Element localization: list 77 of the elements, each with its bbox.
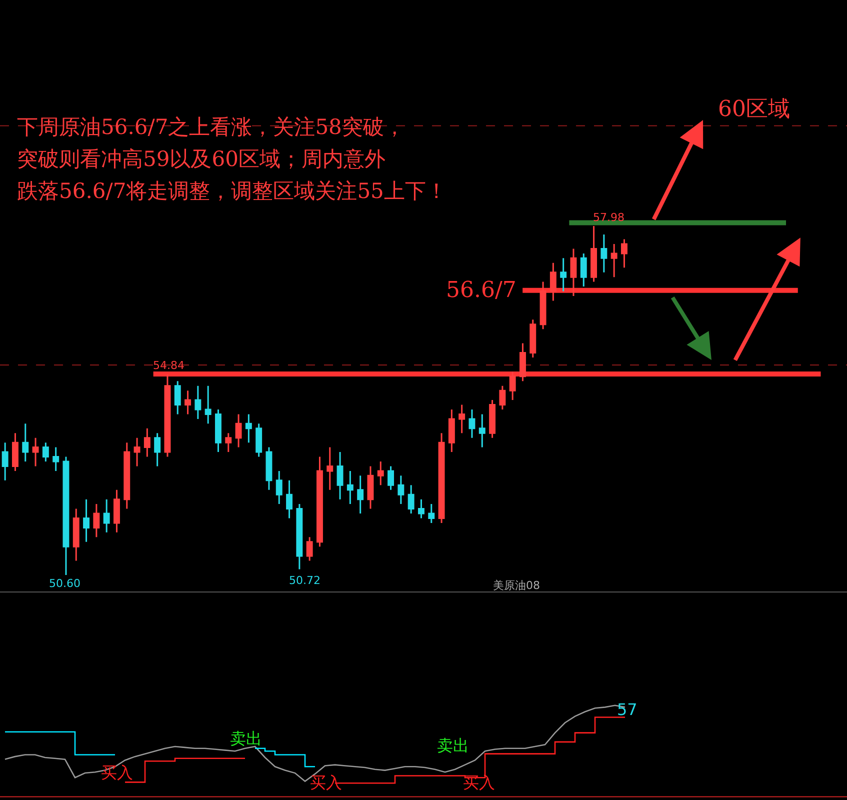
candlestick: [83, 498, 90, 543]
candlestick: [12, 432, 18, 472]
candlestick: [408, 484, 414, 514]
annotation: 50.60: [49, 577, 80, 590]
annotation: 下周原油56.6/7之上看涨，关注58突破，: [17, 115, 405, 139]
candlestick: [367, 465, 374, 510]
candlestick: [32, 437, 39, 467]
annotation: 54.84: [153, 359, 184, 372]
candlestick: [540, 281, 546, 330]
candlestick: [204, 385, 212, 424]
candlestick: [154, 432, 161, 467]
candlestick: [72, 508, 80, 562]
candlestick: [113, 489, 120, 534]
candlestick: [600, 234, 608, 274]
candlestick: [296, 503, 303, 570]
candlestick: [124, 442, 130, 510]
candlestick: [478, 413, 486, 448]
candlestick: [245, 413, 252, 444]
candlestick: [489, 399, 496, 439]
candlestick: [610, 243, 618, 278]
annotation: 跌落56.6/7将走调整，调整区域关注55上下！: [17, 179, 447, 203]
candlestick: [346, 470, 354, 505]
candlestick: [580, 252, 587, 288]
annotation: 买入: [101, 763, 133, 782]
annotation: 50.72: [289, 574, 320, 587]
candlestick: [468, 408, 476, 439]
candlestick: [2, 442, 8, 482]
annotation: 卖出: [230, 729, 262, 748]
candlestick: [519, 342, 526, 382]
candlestick: [266, 446, 272, 491]
candlestick: [235, 413, 242, 448]
candlestick: [52, 446, 60, 472]
candlestick: [620, 238, 628, 268]
candlestick: [458, 404, 466, 434]
text: 60区域: [718, 97, 790, 122]
annotation: 卖出: [437, 736, 469, 755]
candlestick: [550, 262, 556, 302]
annotation: 57.98: [593, 211, 624, 224]
candlestick: [336, 451, 344, 500]
candlestick: [164, 374, 171, 458]
candlestick: [428, 503, 435, 524]
candlestick: [306, 536, 313, 562]
candlestick: [530, 318, 536, 358]
candlestick: [214, 408, 222, 453]
candlestick: [509, 370, 516, 401]
annotation: 美原油08: [493, 579, 540, 592]
candlestick: [62, 456, 70, 576]
candlestick: [174, 380, 181, 415]
candlestick: [42, 442, 49, 462]
candlestick: [194, 385, 202, 420]
ref-line-label: 56.6/7: [446, 278, 516, 303]
candlestick: [326, 446, 334, 491]
candlestick: [22, 422, 29, 462]
candlestick: [570, 248, 577, 297]
candlestick: [590, 225, 598, 283]
candlestick: [93, 503, 100, 538]
candlestick: [144, 428, 150, 458]
candlestick: [377, 460, 384, 486]
candlestick: [184, 390, 192, 415]
candlestick: [398, 474, 404, 505]
candlestick: [256, 422, 262, 458]
candlestick: [499, 385, 506, 410]
candlestick: [357, 474, 364, 514]
candlestick: [438, 432, 445, 524]
candlestick: [225, 432, 232, 453]
annotation: 57: [617, 700, 638, 719]
candlestick: [388, 465, 394, 491]
candlestick: [316, 456, 323, 548]
candlestick: [560, 257, 567, 292]
candlestick: [276, 470, 282, 505]
candlestick: [448, 408, 455, 453]
candlestick: [286, 480, 293, 519]
annotation: 买入: [310, 773, 342, 792]
candlestick: [103, 498, 110, 534]
candlestick: [418, 498, 424, 519]
annotation: 突破则看冲高59以及60区域；周内意外: [17, 147, 386, 171]
candlestick: [134, 437, 140, 467]
